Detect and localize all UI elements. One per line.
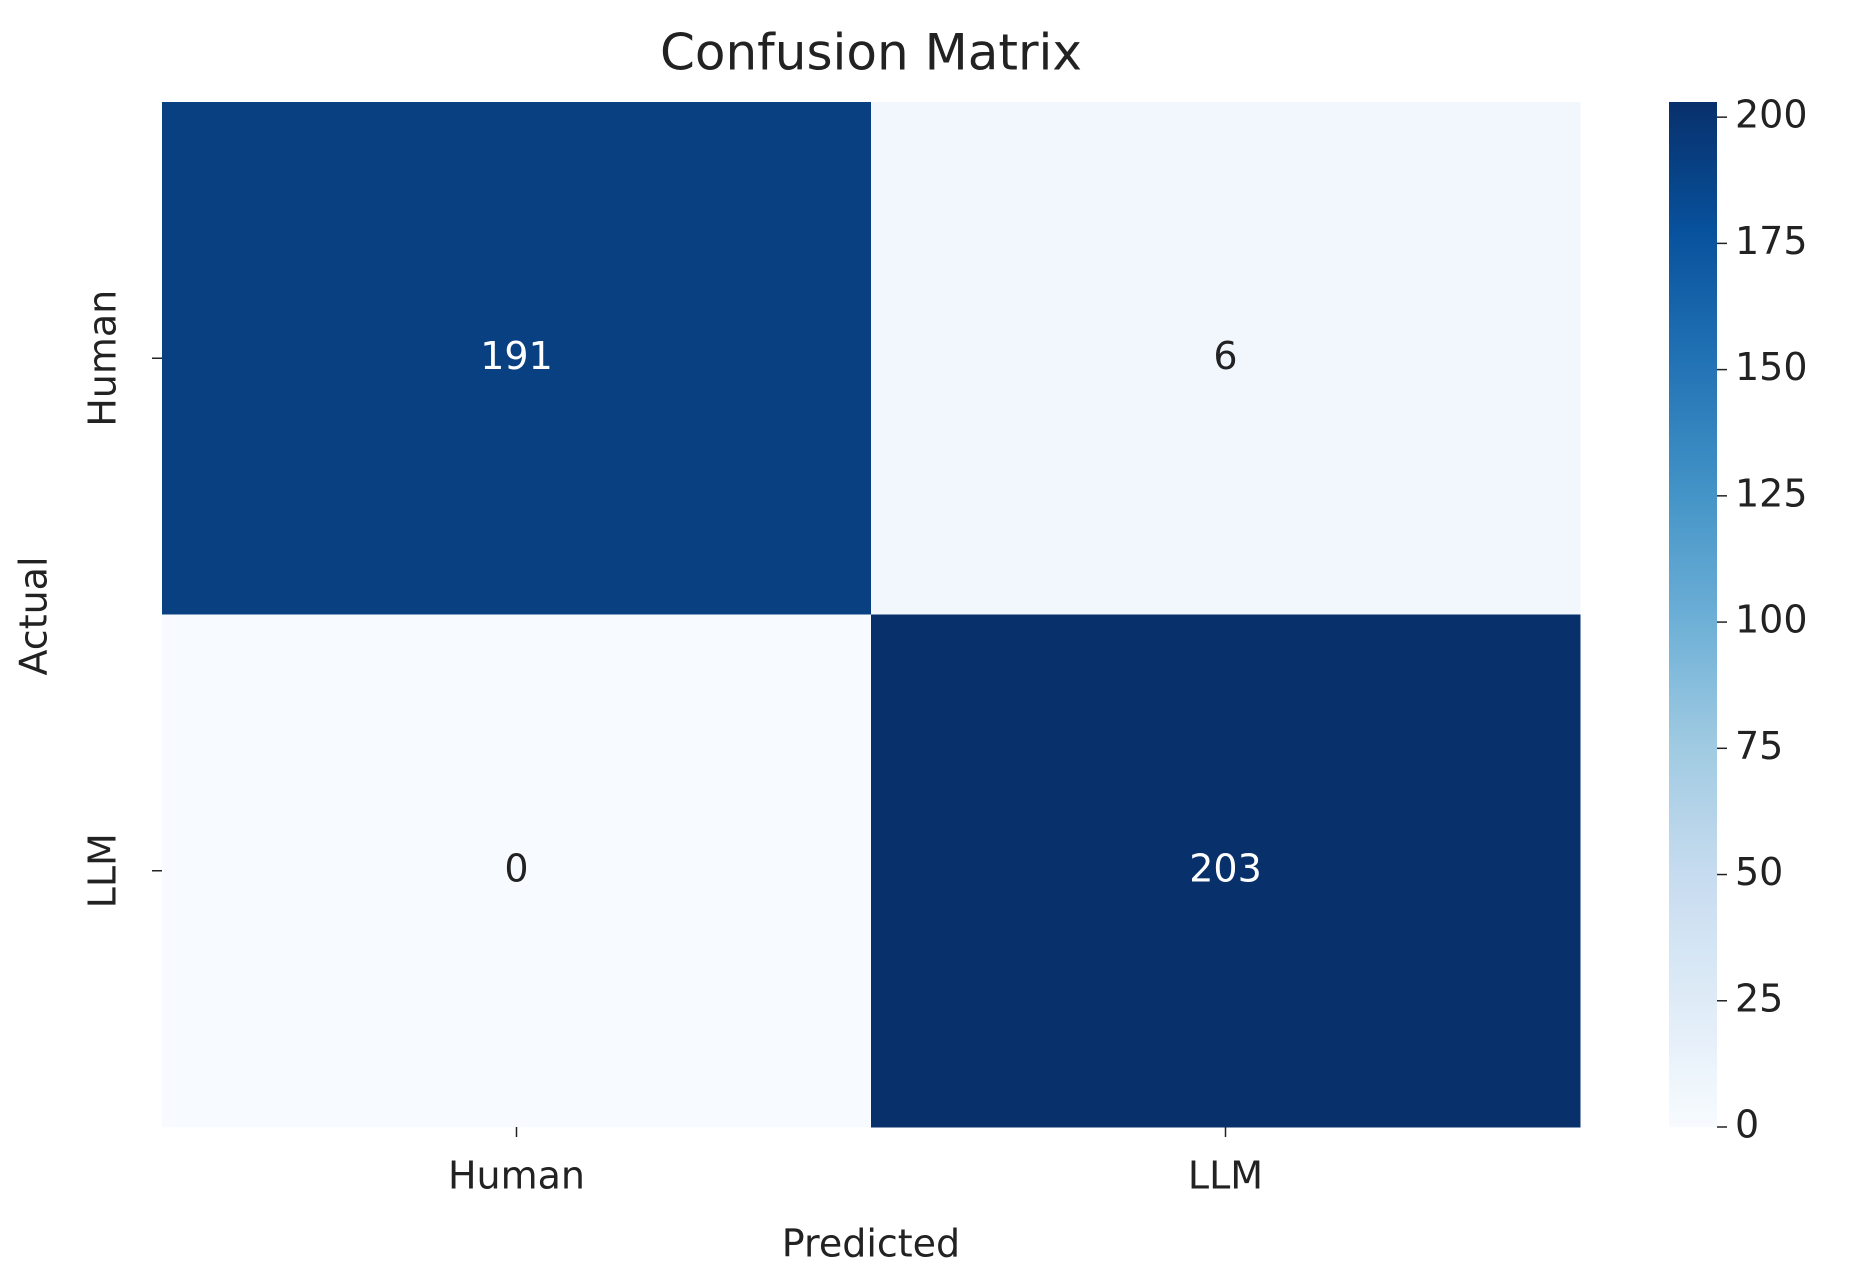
colorbar-tick-label: 75 bbox=[1735, 724, 1783, 768]
y-axis-label: Actual bbox=[12, 556, 56, 675]
colorbar-tick-label: 175 bbox=[1735, 219, 1808, 263]
x-tick-label: Human bbox=[448, 1154, 585, 1198]
chart-title: Confusion Matrix bbox=[660, 24, 1082, 82]
colorbar-tick-label: 50 bbox=[1735, 850, 1783, 894]
cell-label: 191 bbox=[480, 334, 553, 378]
cell-label: 0 bbox=[504, 846, 528, 890]
cell bbox=[162, 102, 872, 615]
colorbar bbox=[1669, 102, 1717, 1127]
cell bbox=[162, 614, 872, 1128]
cell bbox=[871, 102, 1581, 615]
y-tick-label: LLM bbox=[81, 833, 125, 908]
x-axis-label: Predicted bbox=[782, 1222, 960, 1266]
cell-label: 203 bbox=[1189, 846, 1262, 890]
colorbar-tick-label: 200 bbox=[1735, 93, 1808, 137]
colorbar-tick-label: 0 bbox=[1735, 1103, 1759, 1147]
colorbar-tick-label: 125 bbox=[1735, 471, 1808, 515]
colorbar-tick-label: 150 bbox=[1735, 345, 1808, 389]
y-tick-label: Human bbox=[81, 290, 125, 427]
cell-label: 6 bbox=[1213, 334, 1237, 378]
colorbar-tick-label: 100 bbox=[1735, 598, 1808, 642]
colorbar-tick-label: 25 bbox=[1735, 976, 1783, 1020]
x-tick-label: LLM bbox=[1188, 1154, 1263, 1198]
cell bbox=[871, 614, 1581, 1128]
